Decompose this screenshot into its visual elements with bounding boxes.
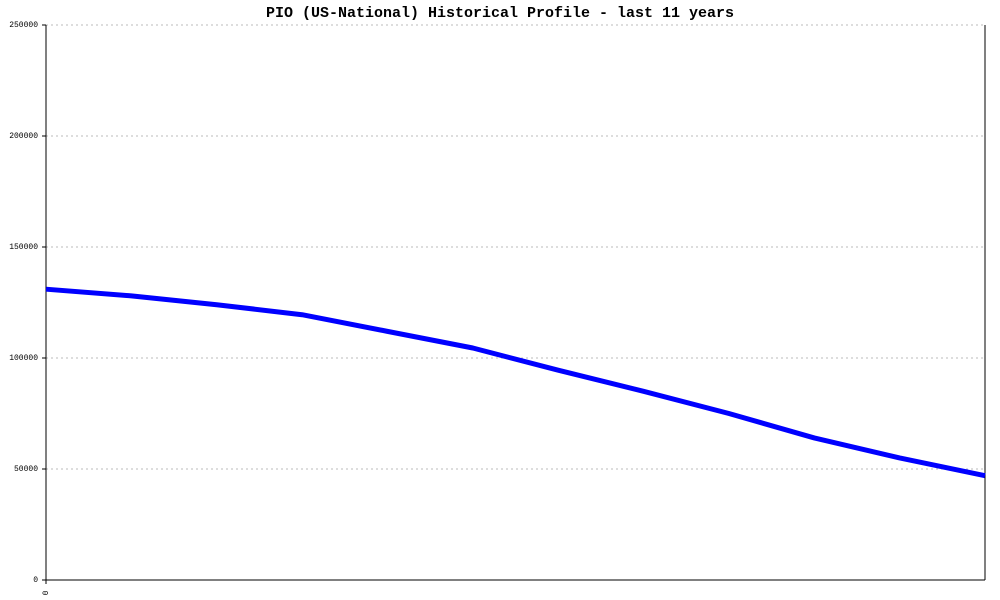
y-tick-label: 250000: [9, 21, 38, 30]
y-tick-label: 100000: [9, 354, 38, 363]
y-tick-label: 0: [33, 576, 38, 585]
data-line: [45, 286, 986, 479]
y-tick-label: 150000: [9, 243, 38, 252]
y-tick-label: 200000: [9, 132, 38, 141]
chart-title: PIO (US-National) Historical Profile - l…: [266, 5, 734, 22]
y-tick-label: 50000: [14, 465, 38, 474]
x-tick-label: 0: [42, 590, 51, 595]
